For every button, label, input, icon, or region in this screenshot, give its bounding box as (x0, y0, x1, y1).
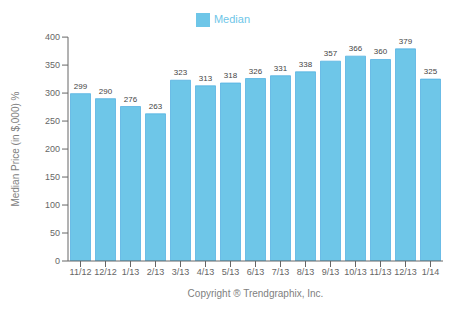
svg-text:300: 300 (45, 88, 60, 98)
svg-text:50: 50 (50, 228, 60, 238)
svg-text:326: 326 (249, 67, 263, 76)
svg-text:318: 318 (224, 71, 238, 80)
svg-text:Copyright ® Trendgraphix, Inc.: Copyright ® Trendgraphix, Inc. (188, 288, 324, 299)
svg-text:200: 200 (45, 144, 60, 154)
svg-text:263: 263 (149, 102, 163, 111)
svg-text:366: 366 (349, 44, 363, 53)
svg-text:331: 331 (274, 64, 288, 73)
svg-text:4/13: 4/13 (197, 267, 215, 277)
svg-text:3/13: 3/13 (172, 267, 190, 277)
svg-text:325: 325 (424, 67, 438, 76)
svg-text:12/13: 12/13 (394, 267, 417, 277)
svg-text:1/14: 1/14 (422, 267, 440, 277)
svg-text:150: 150 (45, 172, 60, 182)
svg-text:2/13: 2/13 (147, 267, 165, 277)
svg-text:250: 250 (45, 116, 60, 126)
svg-text:Median Price (in $,000) %: Median Price (in $,000) % (10, 91, 21, 206)
svg-text:100: 100 (45, 200, 60, 210)
svg-text:379: 379 (399, 37, 413, 46)
html-text:Median: Median (214, 13, 250, 25)
svg-text:6/13: 6/13 (247, 267, 265, 277)
svg-text:276: 276 (124, 95, 138, 104)
svg-text:360: 360 (374, 47, 388, 56)
svg-text:5/13: 5/13 (222, 267, 240, 277)
svg-text:400: 400 (45, 32, 60, 42)
svg-text:11/12: 11/12 (70, 267, 92, 277)
svg-text:290: 290 (99, 87, 113, 96)
svg-text:350: 350 (45, 60, 60, 70)
svg-text:0: 0 (55, 256, 60, 266)
svg-text:357: 357 (324, 49, 338, 58)
svg-text:8/13: 8/13 (297, 267, 315, 277)
svg-text:11/13: 11/13 (370, 267, 392, 277)
svg-text:313: 313 (199, 74, 213, 83)
svg-text:299: 299 (74, 82, 88, 91)
svg-text:1/13: 1/13 (122, 267, 140, 277)
svg-text:338: 338 (299, 60, 313, 69)
svg-text:10/13: 10/13 (344, 267, 367, 277)
svg-text:323: 323 (174, 68, 188, 77)
svg-text:12/12: 12/12 (94, 267, 117, 277)
svg-text:9/13: 9/13 (322, 267, 340, 277)
svg-text:7/13: 7/13 (272, 267, 290, 277)
